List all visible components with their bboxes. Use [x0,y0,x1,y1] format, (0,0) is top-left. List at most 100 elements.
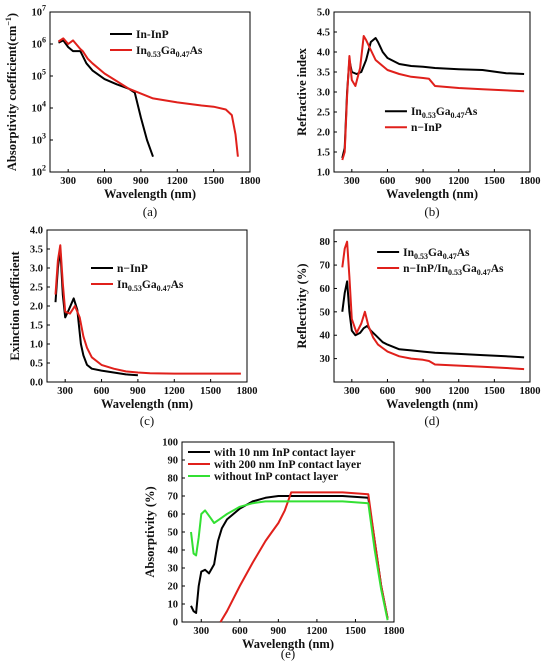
x-tick-label: 1200 [306,626,327,637]
y-tick-label: 2.0 [30,302,43,313]
y-tick-label: 3.5 [317,68,330,79]
x-tick-label: 1800 [520,386,541,397]
y-tick-label: 0 [173,618,178,629]
legend-label: without InP contact layer [214,471,338,483]
panel-caption: (a) [143,204,157,219]
x-tick-label: 600 [232,626,248,637]
legend-label: In0.53Ga0.47As [403,247,470,261]
y-tick-label: 80 [168,474,179,485]
y-tick-label: 80 [320,237,331,248]
legend-label: n−InP [411,122,442,134]
y-tick-label: 60 [320,284,331,295]
x-axis-label: Wavelength (nm) [101,397,193,411]
x-tick-label: 900 [415,386,431,397]
y-tick-label: 50 [320,307,331,318]
series-line-1 [58,39,154,158]
series-line-2 [54,244,241,375]
y-tick-label: 0.0 [30,378,43,389]
x-tick-label: 1500 [484,386,505,397]
y-tick-label: 70 [320,261,331,272]
x-tick-label: 1500 [203,176,224,187]
series-line-2 [57,37,239,157]
legend-label: with 200 nm InP contact layer [214,459,361,471]
y-tick-label: 2.5 [317,108,330,119]
x-tick-label: 1800 [520,176,541,187]
legend-label: In0.53Ga0.47As [136,45,203,59]
y-tick-label: 60 [168,510,179,521]
legend-label: n−InP [117,263,148,275]
y-tick-label: 107 [32,4,47,19]
series-line-1 [341,280,525,359]
y-tick-label: 20 [168,582,179,593]
x-tick-label: 900 [415,176,431,187]
y-axis-label-group: Reflectivity (%) [295,263,309,348]
panel-caption: (e) [281,646,295,661]
y-tick-label: 70 [168,492,179,503]
series-line-1 [341,37,525,159]
y-tick-label: 1.0 [317,168,330,179]
x-tick-label: 1500 [484,176,505,187]
x-tick-label: 300 [193,626,209,637]
series-line-2 [341,240,525,371]
legend-label: with 10 nm InP contact layer [214,447,356,459]
x-tick-label: 300 [344,386,360,397]
y-axis-label: Refractive index [295,47,309,136]
y-axis-label-group: Refractive index [295,47,309,136]
panel-caption: (b) [424,204,439,219]
x-tick-label: 1200 [448,176,469,187]
y-tick-label: 90 [168,456,179,467]
y-tick-label: 2.5 [30,283,43,294]
x-tick-label: 1800 [237,386,258,397]
y-tick-label: 3.0 [30,264,43,275]
y-tick-label: 50 [168,528,179,539]
y-tick-label: 100 [162,438,178,449]
y-tick-label: 106 [32,36,47,51]
chart-e: 300 600 900 1200 1500 1800 0 10 20 30 40 50 60 70 80 90… [143,438,405,662]
y-tick-label: 3.5 [30,245,43,256]
x-tick-label: 900 [130,386,146,397]
series-line-1 [190,495,389,619]
plot-frame [333,229,531,383]
x-tick-label: 300 [60,176,76,187]
x-tick-label: 1500 [345,626,366,637]
series-line-2 [219,491,389,623]
x-tick-label: 1200 [164,386,185,397]
panel-caption: (c) [140,413,154,428]
chart-d: 300 600 900 1200 1500 1800 30 40 50 60 70 80 Wavelen… [295,229,541,428]
y-tick-label: 3.0 [317,88,330,99]
chart-b: 300 600 900 1200 1500 1800 1.0 1.5 2.0 2.5 3.0 3.5 4… [295,8,541,220]
y-tick-label: 103 [32,132,47,147]
legend-label: In0.53Ga0.47As [411,106,478,120]
x-tick-label: 900 [270,626,286,637]
x-axis-label: Wavelength (nm) [104,187,196,201]
y-tick-label: 0.5 [30,359,43,370]
chart-a: 300 600 900 1200 1500 1800 102 103 104 105 106 107 W… [4,4,261,220]
y-tick-label: 4.5 [317,28,330,39]
x-tick-label: 1800 [384,626,405,637]
x-tick-label: 300 [57,386,73,397]
x-tick-label: 900 [133,176,149,187]
series-line-2 [341,35,525,161]
x-tick-label: 600 [94,386,110,397]
panel-caption: (d) [424,413,439,428]
x-axis-label: Wavelength (nm) [386,187,478,201]
legend-label: n−InP/In0.53Ga0.47As [403,263,504,277]
x-tick-label: 600 [380,176,396,187]
y-tick-label: 30 [320,354,331,365]
y-axis-label: Exinction coefficient [8,250,22,360]
y-axis-label: Absorptivity (%) [143,486,157,577]
y-tick-label: 1.0 [30,340,43,351]
y-tick-label: 1.5 [317,148,330,159]
y-axis-label-group: Absorptivity (%) [143,486,157,577]
x-tick-label: 600 [380,386,396,397]
y-tick-label: 2.0 [317,128,330,139]
plot-frame [49,11,251,173]
y-axis-label-group: Absorptivity coefficient(cm−1) [4,13,19,171]
y-tick-label: 4.0 [317,48,330,59]
chart-c: 300 600 900 1200 1500 1800 0.0 0.5 1.0 1.5 2.0 2.5 3… [8,226,258,429]
y-axis-label: Reflectivity (%) [295,263,309,348]
x-tick-label: 1500 [200,386,221,397]
y-tick-label: 1.5 [30,321,43,332]
legend-label: In0.53Ga0.47As [117,279,184,293]
